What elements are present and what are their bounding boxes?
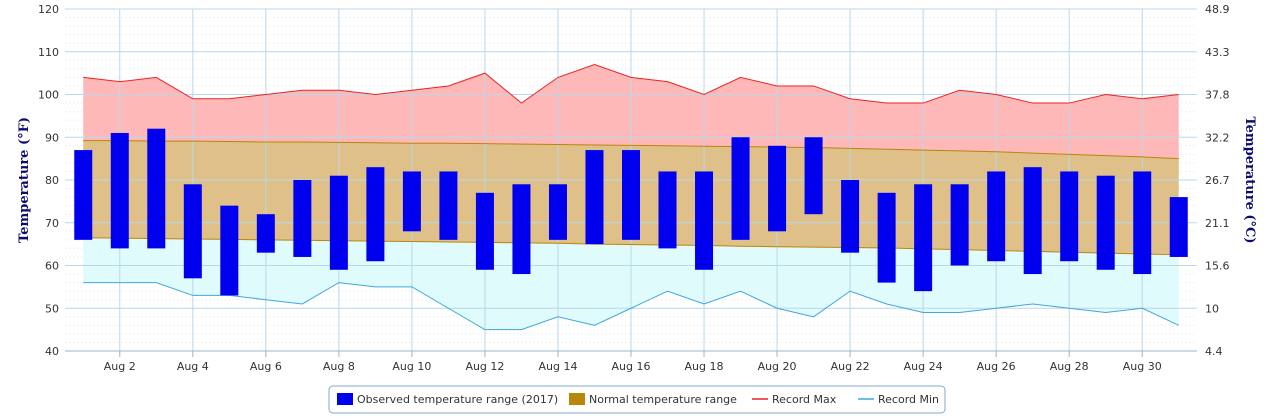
x-tick-label: Aug 2 bbox=[104, 360, 136, 373]
observed-range-bar bbox=[1096, 175, 1115, 270]
y-tick-label-right: 10 bbox=[1205, 302, 1219, 315]
observed-range-bar bbox=[622, 150, 640, 240]
x-tick-label: Aug 10 bbox=[392, 360, 431, 373]
y-tick-label-right: 37.8 bbox=[1205, 89, 1230, 102]
y-tick-label-right: 43.3 bbox=[1205, 46, 1230, 59]
y-axis-title-right: Temperature (°C) bbox=[1242, 116, 1257, 243]
x-tick-label: Aug 4 bbox=[177, 360, 209, 373]
observed-range-bar bbox=[110, 132, 129, 249]
legend-swatch bbox=[337, 393, 353, 405]
y-axis-title-left: Temperature (°F) bbox=[17, 117, 32, 243]
axes bbox=[65, 350, 1197, 357]
y-tick-label-left: 70 bbox=[45, 217, 59, 230]
y-tick-label-right: 32.2 bbox=[1205, 131, 1230, 144]
y-tick-label-left: 40 bbox=[45, 345, 59, 358]
x-tick-label: Aug 30 bbox=[1123, 360, 1162, 373]
x-tick-label: Aug 18 bbox=[685, 360, 724, 373]
legend-label: Observed temperature range (2017) bbox=[357, 393, 558, 406]
observed-range-bar bbox=[147, 128, 166, 249]
observed-range-bar bbox=[768, 145, 787, 232]
y-tick-label-left: 120 bbox=[38, 3, 59, 16]
tick-labels: 40 50 60 70 80 90 100 110 120 4.4 10 15.6 21.1 26.7 32… bbox=[38, 3, 1230, 373]
y-tick-label-right: 4.4 bbox=[1205, 345, 1223, 358]
legend: Observed temperature range (2017) Normal … bbox=[328, 385, 946, 414]
x-tick-label: Aug 20 bbox=[758, 360, 797, 373]
legend-label: Record Min bbox=[878, 393, 939, 406]
observed-range-bar bbox=[950, 184, 969, 266]
record-max-line bbox=[83, 64, 1179, 104]
x-tick-label: Aug 14 bbox=[538, 360, 577, 373]
observed-range-bar bbox=[256, 214, 275, 253]
y-tick-label-left: 60 bbox=[45, 260, 59, 273]
x-tick-label: Aug 26 bbox=[977, 360, 1016, 373]
observed-range-bar bbox=[402, 171, 421, 232]
observed-bars bbox=[74, 128, 1188, 296]
observed-range-bar bbox=[512, 184, 531, 275]
observed-range-bar bbox=[366, 167, 385, 262]
x-tick-label: Aug 12 bbox=[465, 360, 504, 373]
legend-swatch bbox=[569, 393, 585, 405]
x-tick-label: Aug 8 bbox=[323, 360, 355, 373]
x-tick-label: Aug 6 bbox=[250, 360, 282, 373]
y-tick-label-left: 100 bbox=[38, 89, 59, 102]
y-tick-label-left: 110 bbox=[38, 46, 59, 59]
y-tick-label-left: 90 bbox=[45, 131, 59, 144]
observed-range-bar bbox=[731, 137, 750, 240]
observed-range-bar bbox=[804, 137, 823, 215]
x-tick-label: Aug 24 bbox=[904, 360, 943, 373]
normal-high-line bbox=[83, 140, 1179, 160]
observed-range-bar bbox=[914, 184, 933, 292]
observed-range-bar bbox=[585, 150, 604, 245]
observed-range-bar bbox=[987, 171, 1006, 262]
y-tick-label-right: 21.1 bbox=[1205, 217, 1230, 230]
observed-range-bar bbox=[695, 171, 714, 270]
observed-range-bar bbox=[183, 184, 202, 279]
observed-range-bar bbox=[841, 180, 860, 253]
y-tick-label-right: 26.7 bbox=[1205, 174, 1230, 187]
observed-range-bar bbox=[74, 150, 93, 240]
observed-range-bar bbox=[548, 184, 567, 240]
y-tick-label-right: 15.6 bbox=[1205, 260, 1230, 273]
observed-range-bar bbox=[329, 175, 348, 270]
observed-range-bar bbox=[475, 192, 494, 270]
y-tick-label-left: 50 bbox=[45, 302, 59, 315]
observed-range-bar bbox=[658, 171, 677, 249]
x-tick-label: Aug 28 bbox=[1050, 360, 1089, 373]
y-tick-label-left: 80 bbox=[45, 174, 59, 187]
observed-range-bar bbox=[1023, 167, 1042, 275]
x-tick-label: Aug 16 bbox=[612, 360, 651, 373]
record-min-line bbox=[83, 282, 1179, 331]
observed-range-bar bbox=[220, 205, 239, 296]
observed-range-bar bbox=[439, 171, 458, 240]
legend-label: Record Max bbox=[772, 393, 837, 406]
legend-label: Normal temperature range bbox=[589, 393, 737, 406]
x-tick-label: Aug 22 bbox=[831, 360, 870, 373]
observed-range-bar bbox=[293, 180, 312, 257]
legend-box bbox=[328, 385, 946, 414]
y-tick-label-right: 48.9 bbox=[1205, 3, 1230, 16]
observed-range-bar bbox=[1169, 197, 1188, 257]
observed-range-bar bbox=[877, 192, 896, 283]
observed-range-bar bbox=[1060, 171, 1079, 262]
observed-range-bar bbox=[1133, 171, 1152, 275]
